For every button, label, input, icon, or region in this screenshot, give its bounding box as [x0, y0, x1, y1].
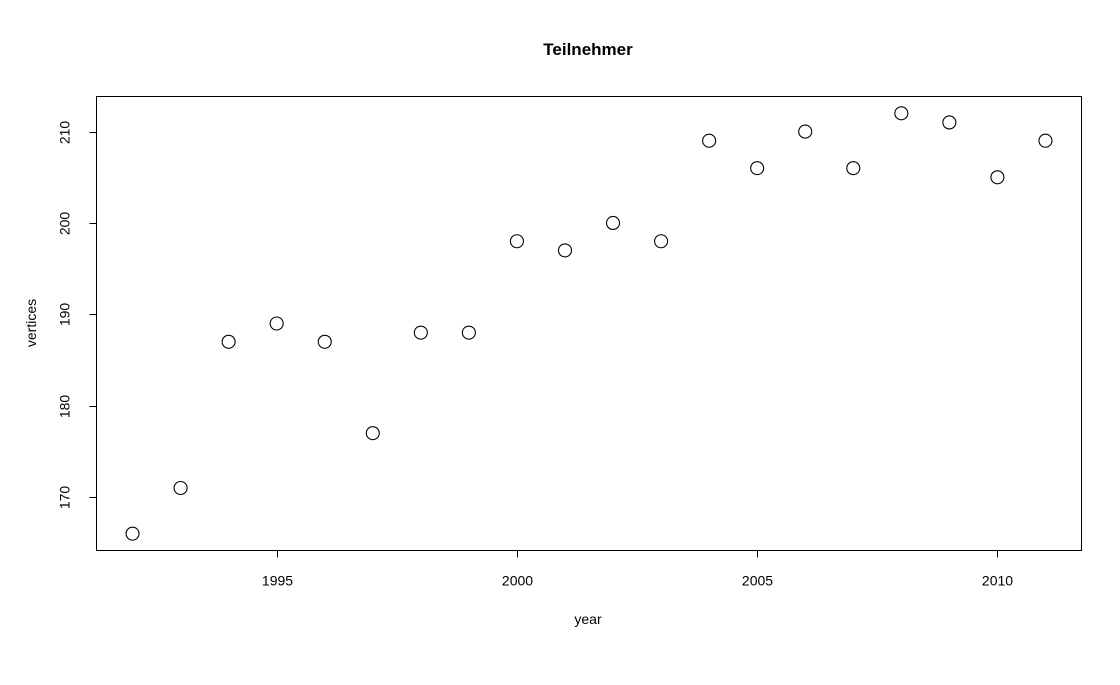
data-point: [461, 325, 476, 340]
data-point: [798, 124, 813, 139]
data-point: [317, 334, 332, 349]
x-axis-label: year: [574, 611, 602, 627]
x-tick-label: 2010: [982, 573, 1013, 589]
data-point: [413, 325, 428, 340]
data-point: [1038, 133, 1053, 148]
data-point: [605, 215, 621, 231]
data-point: [125, 526, 140, 541]
data-point: [173, 480, 188, 496]
data-point: [509, 234, 524, 249]
data-point: [750, 161, 765, 176]
data-point: [846, 161, 861, 176]
data-point: [894, 106, 909, 121]
chart-title: Teilnehmer: [543, 40, 633, 59]
x-axis: 1995 2000 2005 2010: [262, 550, 1013, 589]
data-point: [365, 426, 380, 441]
data-point: [942, 115, 957, 130]
data-point: [654, 234, 669, 249]
y-axis: 170 180 190 200 210: [57, 121, 97, 510]
data-point: [702, 133, 717, 148]
y-tick-label: 210: [57, 121, 73, 145]
data-point: [269, 316, 284, 331]
y-tick-label: 170: [57, 486, 73, 510]
data-point: [221, 334, 236, 349]
plot-frame: [96, 96, 1082, 551]
y-tick-label: 200: [57, 212, 73, 236]
x-tick-label: 2005: [742, 573, 773, 589]
y-tick-label: 180: [57, 395, 73, 419]
x-tick-label: 1995: [262, 573, 293, 589]
data-point: [557, 243, 573, 258]
y-tick-label: 190: [57, 303, 73, 327]
data-points: [125, 106, 1053, 541]
data-point: [990, 170, 1005, 185]
x-tick-label: 2000: [502, 573, 533, 589]
y-axis-label: vertices: [23, 299, 39, 347]
